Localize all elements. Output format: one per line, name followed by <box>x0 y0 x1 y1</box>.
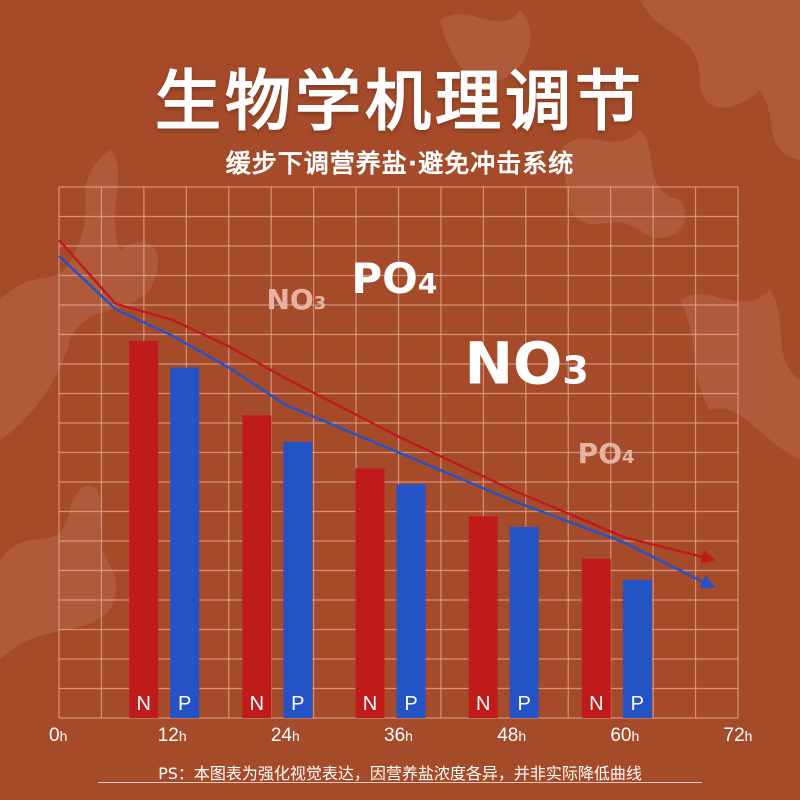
bar-n <box>242 415 272 718</box>
bar-label-p: P <box>404 693 417 715</box>
footnote: PS：本图表为强化视觉表达，因营养盐浓度各异，并非实际降低曲线 <box>158 764 642 783</box>
x-tick-label: 24h <box>271 725 300 746</box>
x-tick-label: 0h <box>49 725 67 746</box>
x-tick-label: 72h <box>724 725 753 746</box>
formula-annotation: NO3 <box>465 329 589 397</box>
bar-p <box>622 579 652 718</box>
x-tick-label: 60h <box>610 725 639 746</box>
bar-label-p: P <box>517 693 530 715</box>
x-tick-label: 12h <box>158 725 187 746</box>
bar-p <box>509 526 539 718</box>
trend-arrow-n <box>700 549 716 564</box>
bar-p <box>283 441 313 718</box>
formula-annotation: PO4 <box>578 437 635 470</box>
bar-label-p: P <box>178 693 191 715</box>
trend-arrow-p <box>699 575 716 588</box>
bar-n <box>581 558 611 718</box>
page-subtitle: 缓步下调营养盐·避免冲击系统 <box>225 149 575 178</box>
trend-line-n <box>58 239 710 560</box>
bar-n <box>468 516 498 718</box>
trend-line-p <box>58 255 711 587</box>
bar-label-p: P <box>631 693 644 715</box>
bar-p <box>396 484 426 718</box>
bar-label-p: P <box>291 693 304 715</box>
x-tick-label: 48h <box>497 725 526 746</box>
bar-n <box>129 340 159 718</box>
bar-label-n: N <box>250 693 264 715</box>
bar-label-n: N <box>589 693 603 715</box>
x-tick-label: 36h <box>384 725 413 746</box>
footnote-underline <box>98 782 702 783</box>
bar-n <box>355 468 385 718</box>
formula-annotation: PO4 <box>351 254 437 303</box>
page-title: 生物学机理调节 <box>155 63 645 140</box>
bar-label-n: N <box>136 693 150 715</box>
bar-p <box>170 367 200 718</box>
bar-label-n: N <box>476 693 490 715</box>
bar-label-n: N <box>363 693 377 715</box>
formula-annotation: NO3 <box>266 283 326 316</box>
